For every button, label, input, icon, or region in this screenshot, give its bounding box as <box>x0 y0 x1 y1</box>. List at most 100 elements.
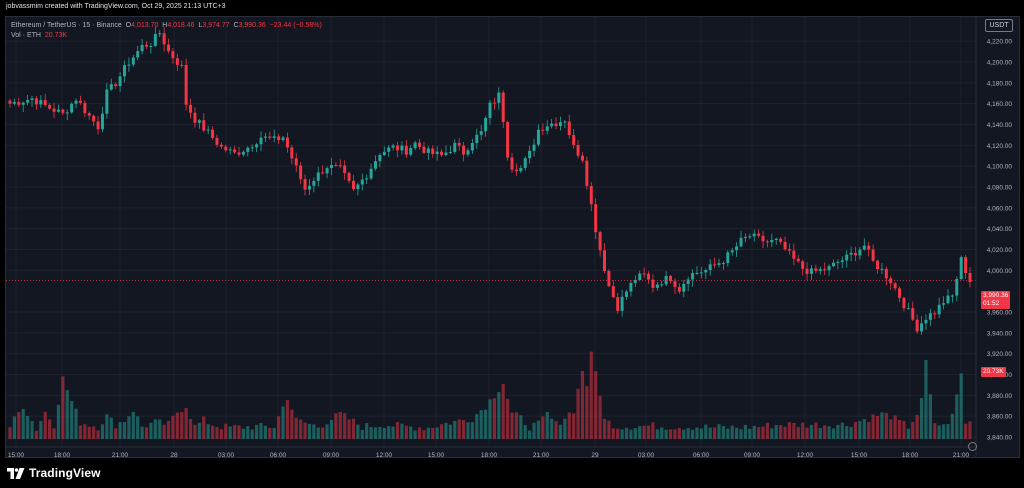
volume-bar <box>840 422 844 439</box>
candle-body <box>585 160 589 186</box>
volume-bar <box>677 427 681 439</box>
candle-body <box>572 135 576 145</box>
candle-body <box>26 99 30 103</box>
price-chart[interactable]: 4,220.00 4,200.00 4,180.00 4,160.00 4,140.00… <box>6 17 1020 458</box>
chart-frame[interactable]: 4,220.00 4,200.00 4,180.00 4,160.00 4,140.00… <box>5 16 1020 458</box>
chart-legend: Ethereum / TetherUS · 15 · Binance O4,01… <box>11 21 322 41</box>
volume-bar <box>122 422 127 439</box>
candle-body <box>528 150 532 159</box>
candle-body <box>175 58 179 65</box>
candle-body <box>250 147 254 149</box>
volume-bar <box>290 409 294 439</box>
candle-body <box>563 121 567 123</box>
volume-bar <box>686 427 690 439</box>
volume-bar <box>382 428 386 439</box>
candle-body <box>30 98 34 100</box>
candle-body <box>840 260 844 262</box>
volume-bar <box>92 426 96 439</box>
candle-body <box>920 323 924 332</box>
tradingview-logo[interactable]: TradingView <box>7 466 101 480</box>
volume-bar <box>757 427 761 439</box>
volume-bar <box>259 422 263 439</box>
candle-body <box>329 164 333 169</box>
candle-body <box>880 268 884 270</box>
candle-body <box>422 146 426 153</box>
candle-body <box>418 142 422 147</box>
volume-bar <box>836 424 840 439</box>
candle-body <box>704 270 708 273</box>
volume-bar <box>188 419 193 439</box>
volume-bar <box>127 416 131 439</box>
volume-bar <box>395 421 400 439</box>
volume-bar <box>404 425 408 439</box>
ohlc-row: Ethereum / TetherUS · 15 · Binance O4,01… <box>11 21 322 31</box>
volume-bar <box>457 419 461 439</box>
bar-countdown: 01:52 <box>983 300 1000 307</box>
candle-body <box>136 51 140 58</box>
candle-body <box>607 270 611 287</box>
volume-bar <box>316 427 320 439</box>
volume-bar <box>624 427 629 439</box>
symbol-label[interactable]: Ethereum / TetherUS · 15 · Binance <box>11 22 122 29</box>
volume-bar <box>743 424 748 439</box>
candle-body <box>809 268 813 274</box>
volume-bar <box>933 423 937 439</box>
volume-bar <box>906 428 910 439</box>
candle-body <box>466 150 470 155</box>
candle-body <box>211 129 215 138</box>
volume-bar <box>356 424 360 439</box>
clock-icon[interactable] <box>968 442 977 451</box>
candle-body <box>409 148 413 155</box>
volume-bar <box>959 373 963 439</box>
y-tick-label: 4,080.00 <box>987 185 1013 192</box>
candle-body <box>74 100 78 104</box>
volume-bar <box>426 427 430 439</box>
candle-body <box>299 165 303 180</box>
currency-button[interactable]: USDT <box>985 19 1013 32</box>
volume-bar <box>616 428 620 439</box>
volume-bar <box>149 422 153 439</box>
candle-body <box>933 313 937 315</box>
candle-body <box>17 102 21 105</box>
volume-bar <box>761 426 765 439</box>
volume-bar <box>748 428 752 439</box>
candle-body <box>206 129 210 131</box>
volume-bar <box>329 420 334 439</box>
volume-bar <box>774 424 778 439</box>
volume-bar <box>250 429 254 439</box>
volume-bar <box>114 428 118 439</box>
y-tick-label: 4,180.00 <box>987 80 1013 87</box>
low-label: L <box>198 22 203 29</box>
low-value: 3,974.77 <box>202 22 230 29</box>
volume-bar <box>801 422 805 439</box>
volume-label[interactable]: Vol · ETH <box>11 32 41 39</box>
candle-body <box>717 263 721 265</box>
tradingview-icon <box>7 467 25 479</box>
volume-bar <box>61 376 65 439</box>
candle-body <box>686 279 690 284</box>
volume-bar <box>255 424 259 439</box>
volume-bar <box>479 410 483 439</box>
volume-bar <box>893 415 897 439</box>
x-tick-label: 28 <box>170 452 178 458</box>
candle-body <box>202 120 206 131</box>
top-bar: jobvassmim created with TradingView.com,… <box>0 0 1024 16</box>
candle-body <box>338 165 342 167</box>
candle-body <box>479 131 483 135</box>
volume-bar <box>536 420 541 439</box>
volume-bar <box>708 427 712 439</box>
volume-bar <box>118 422 122 439</box>
volume-bar <box>87 426 91 439</box>
volume-bar <box>576 388 580 439</box>
y-tick-label: 4,020.00 <box>987 247 1013 254</box>
candle-body <box>92 115 96 122</box>
volume-bar <box>417 427 422 439</box>
candle-body <box>955 279 959 296</box>
volume-bar <box>950 413 954 439</box>
volume-bar <box>721 426 725 439</box>
candle-body <box>321 172 325 174</box>
volume-bar <box>184 407 188 439</box>
candle-body <box>761 235 765 242</box>
volume-bar <box>941 424 946 439</box>
volume-bar <box>461 419 466 439</box>
